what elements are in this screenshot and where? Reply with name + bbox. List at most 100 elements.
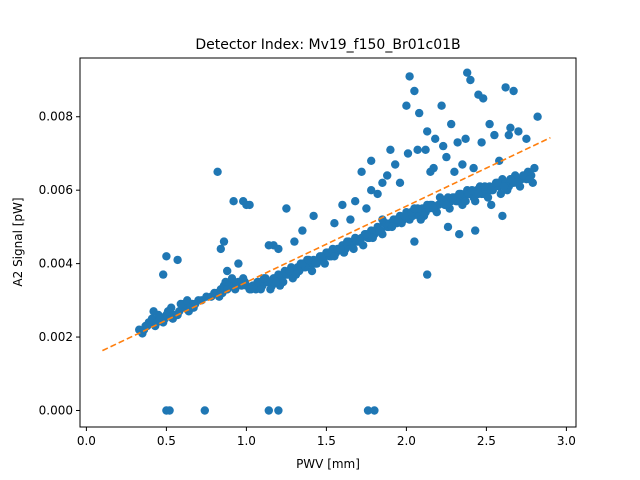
- data-point: [458, 160, 467, 169]
- data-point: [290, 237, 299, 246]
- data-point: [367, 156, 376, 165]
- data-point: [274, 244, 283, 254]
- data-point: [279, 277, 288, 287]
- data-point: [512, 178, 521, 187]
- data-point: [223, 266, 232, 276]
- data-point: [504, 130, 513, 140]
- chart-title: Detector Index: Mv19_f150_Br01c01B: [195, 37, 460, 53]
- data-point: [483, 193, 493, 202]
- data-point: [429, 163, 438, 173]
- data-point: [403, 149, 413, 158]
- data-point: [351, 197, 360, 206]
- data-point: [431, 134, 440, 143]
- data-point: [455, 189, 464, 199]
- data-point: [415, 108, 424, 118]
- data-point: [485, 119, 494, 129]
- data-point: [480, 182, 489, 191]
- data-point: [506, 123, 515, 132]
- data-point: [461, 197, 470, 206]
- data-point: [330, 252, 339, 261]
- data-point: [143, 321, 152, 331]
- data-point: [378, 215, 387, 224]
- data-point: [370, 406, 379, 415]
- data-point: [285, 266, 294, 276]
- data-point: [223, 285, 232, 294]
- data-point: [373, 189, 382, 199]
- data-point: [435, 193, 445, 202]
- data-point: [394, 215, 403, 224]
- data-point: [487, 186, 496, 195]
- data-point: [274, 406, 283, 415]
- data-point: [346, 215, 355, 224]
- data-point: [256, 285, 265, 294]
- data-point: [229, 197, 238, 206]
- data-point: [234, 259, 243, 268]
- data-point: [323, 248, 333, 257]
- data-point: [368, 233, 377, 243]
- data-point: [155, 314, 165, 323]
- data-point: [291, 270, 301, 279]
- data-point: [423, 200, 432, 210]
- data-point: [343, 237, 352, 246]
- data-point: [383, 171, 392, 180]
- data-point: [442, 200, 451, 210]
- data-point: [304, 255, 313, 265]
- data-point: [506, 175, 515, 184]
- x-tick-label: 2.5: [477, 434, 496, 448]
- data-point: [519, 171, 528, 180]
- data-point: [496, 189, 505, 199]
- data-point: [309, 211, 318, 221]
- data-point: [479, 94, 488, 103]
- data-point: [461, 134, 470, 143]
- data-point: [405, 72, 414, 81]
- data-point: [467, 186, 477, 195]
- data-point: [437, 101, 446, 110]
- data-point: [216, 244, 225, 254]
- data-point: [253, 277, 262, 287]
- x-tick-label: 0.0: [77, 434, 96, 448]
- data-point: [453, 138, 462, 147]
- data-point: [410, 237, 419, 246]
- data-point: [498, 211, 507, 221]
- data-point: [471, 226, 480, 235]
- data-point: [416, 215, 425, 224]
- data-point: [162, 252, 171, 261]
- data-point: [176, 299, 185, 309]
- data-point: [463, 68, 472, 77]
- data-point: [530, 163, 539, 173]
- data-point: [215, 292, 224, 301]
- data-point: [474, 189, 483, 199]
- y-tick-label: 0.006: [39, 183, 73, 197]
- data-point: [200, 406, 209, 415]
- data-point: [391, 160, 400, 169]
- data-point: [272, 277, 281, 287]
- data-point: [311, 259, 320, 268]
- data-point: [375, 226, 384, 235]
- data-point: [363, 406, 373, 415]
- data-point: [423, 270, 432, 279]
- data-point: [447, 119, 456, 129]
- data-point: [227, 274, 237, 283]
- data-point: [410, 204, 419, 213]
- x-axis-label: PWV [mm]: [296, 457, 360, 471]
- data-point: [219, 237, 229, 246]
- data-point: [282, 204, 291, 213]
- fit-line: [102, 136, 551, 352]
- y-axis: 0.000 0.002 0.004 0.006 0.008: [39, 110, 80, 417]
- data-point: [522, 134, 531, 143]
- data-point: [387, 222, 397, 232]
- data-point: [533, 112, 542, 121]
- x-axis: 0.0 0.5 1.0 1.5 2.0 2.5 3.0: [77, 427, 576, 448]
- x-tick-label: 0.5: [157, 434, 176, 448]
- data-point: [330, 219, 339, 228]
- data-point: [450, 167, 459, 176]
- data-point: [349, 244, 358, 254]
- data-point: [245, 200, 254, 210]
- data-point: [501, 83, 510, 92]
- data-point: [378, 178, 387, 187]
- data-point: [367, 186, 376, 195]
- data-point: [386, 145, 395, 154]
- data-point: [183, 296, 192, 305]
- data-point: [165, 406, 174, 415]
- x-tick-label: 1.5: [317, 434, 336, 448]
